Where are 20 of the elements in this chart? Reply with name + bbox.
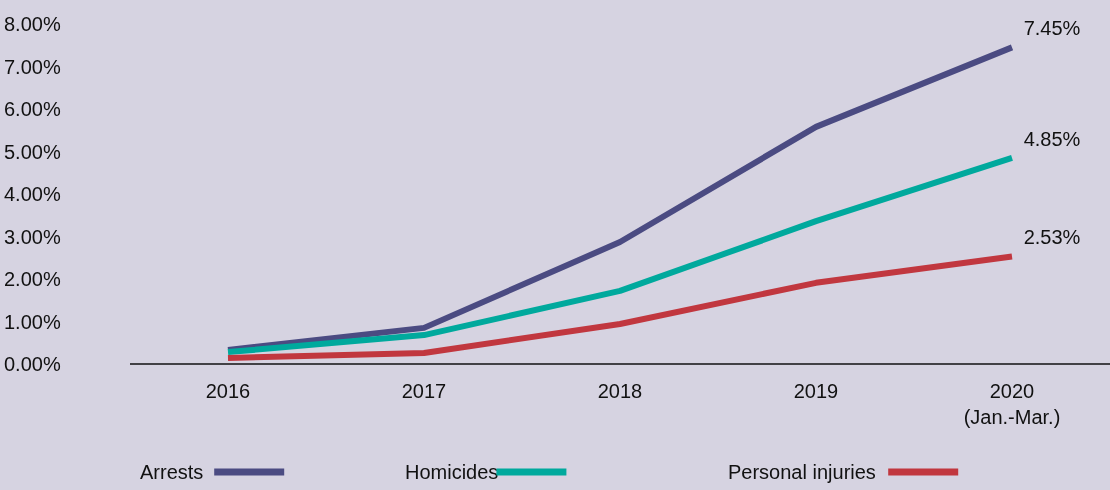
legend-label: Personal injuries <box>728 461 876 483</box>
data-label: 2.53% <box>1023 226 1081 249</box>
y-tick-label: 0.00% <box>4 353 61 375</box>
y-tick-label: 5.00% <box>4 140 61 163</box>
y-tick-label: 7.00% <box>4 55 61 78</box>
x-tick-label: 2018 <box>597 380 643 402</box>
data-label: 4.85% <box>1023 127 1081 150</box>
x-tick-label: 2017 <box>401 380 447 402</box>
legend-label: Arrests <box>140 461 204 483</box>
y-tick-label: 8.00% <box>4 13 61 35</box>
x-tick-label: 2016 <box>205 380 251 402</box>
y-tick-label: 3.00% <box>4 225 61 248</box>
data-label: 7.45% <box>1023 17 1081 40</box>
legend-label: Homicides <box>405 461 499 483</box>
y-tick-label: 4.00% <box>4 183 61 205</box>
x-tick-label: 2019 <box>793 380 839 402</box>
y-tick-label: 1.00% <box>4 310 61 333</box>
x-tick-label: 2020 (Jan.-Mar.) <box>963 380 1061 428</box>
y-tick-label: 6.00% <box>4 98 61 120</box>
y-tick-label: 2.00% <box>4 268 61 290</box>
